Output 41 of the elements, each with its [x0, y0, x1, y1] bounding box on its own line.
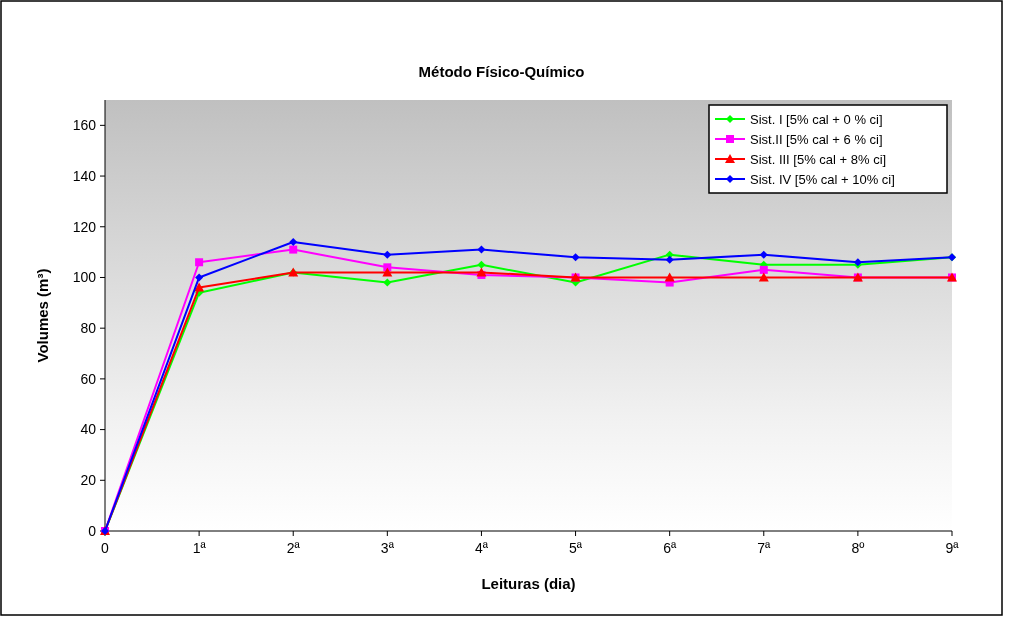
- point: [195, 258, 204, 267]
- x-tick-label: 0: [101, 540, 110, 556]
- point: [759, 250, 768, 259]
- chart-title: Método Físico-Químico: [418, 63, 585, 80]
- point: [383, 278, 392, 287]
- x-tick-label: 6ª: [663, 540, 677, 556]
- x-axis-title: Leituras (dia): [481, 575, 576, 592]
- x-tick-label: 9ª: [945, 540, 960, 556]
- y-tick-label: 160: [72, 117, 97, 134]
- point: [477, 245, 486, 254]
- point: [195, 273, 204, 282]
- x-tick-label: 2ª: [286, 540, 301, 556]
- y-tick-label: 140: [72, 167, 97, 184]
- y-axis-title: Volumes (m³): [34, 268, 51, 363]
- point: [665, 255, 674, 264]
- y-tick-label: 100: [72, 269, 97, 286]
- y-tick-label: 60: [80, 370, 97, 387]
- x-tick-label: 1ª: [192, 540, 207, 556]
- point: [289, 245, 298, 254]
- point: [759, 265, 768, 274]
- point: [383, 263, 392, 272]
- point: [289, 237, 298, 246]
- x-tick-label: 7ª: [757, 540, 772, 556]
- point: [194, 282, 205, 292]
- y-tick-label: 120: [72, 218, 97, 235]
- y-tick-label: 80: [80, 320, 97, 337]
- point: [382, 267, 393, 277]
- y-tick-label: 40: [80, 421, 97, 438]
- legend-label: Sist. III [5% cal + 8% ci]: [750, 151, 887, 167]
- x-tick-label: 5ª: [569, 540, 583, 556]
- x-tick-label: 4ª: [474, 540, 489, 556]
- legend-label: Sist. I [5% cal + 0 % ci]: [750, 111, 883, 127]
- legend-label: Sist. IV [5% cal + 10% ci]: [750, 171, 895, 187]
- y-tick-label: 0: [88, 522, 97, 539]
- point: [571, 253, 580, 262]
- point: [383, 250, 392, 259]
- point: [477, 260, 486, 269]
- x-tick-label: 8º: [851, 540, 865, 556]
- x-tick-label: 3ª: [380, 540, 395, 556]
- legend-label: Sist.II [5% cal + 6 % ci]: [750, 131, 883, 147]
- y-tick-label: 20: [80, 472, 97, 489]
